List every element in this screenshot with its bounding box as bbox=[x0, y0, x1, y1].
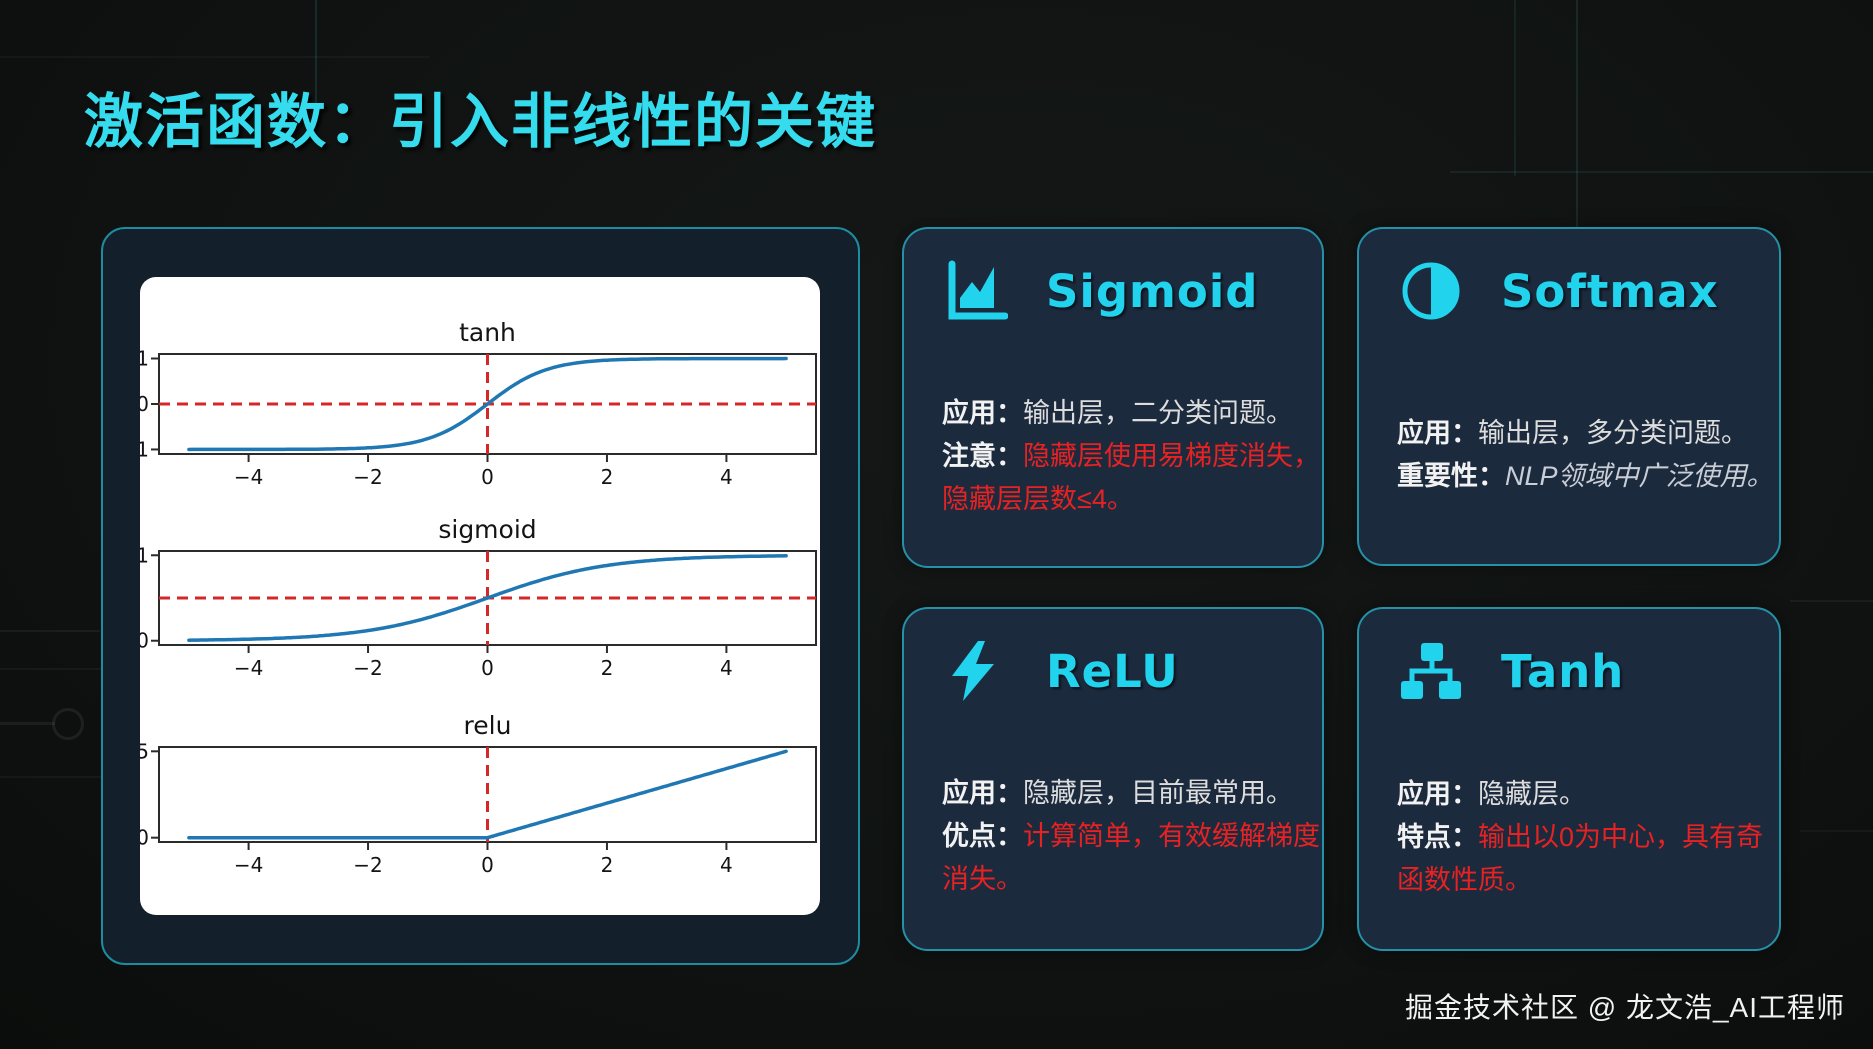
svg-text:−2: −2 bbox=[353, 853, 382, 877]
svg-text:2: 2 bbox=[601, 853, 614, 877]
svg-text:relu: relu bbox=[464, 711, 512, 740]
card-tanh-body: 应用：隐藏层。特点：输出以0为中心，具有奇 函数性质。 bbox=[1397, 773, 1764, 902]
page-title: 激活函数：引入非线性的关键 bbox=[84, 89, 878, 155]
card-sigmoid-header: Sigmoid bbox=[944, 257, 1259, 325]
card-text-line: 注意：隐藏层使用易梯度消失， bbox=[942, 441, 1320, 471]
card-text-line: 应用：隐藏层，目前最常用。 bbox=[942, 778, 1293, 808]
card-text-line: 重要性：NLP领域中广泛使用。 bbox=[1397, 461, 1774, 491]
svg-text:4: 4 bbox=[720, 656, 733, 680]
card-text-line: 应用：隐藏层。 bbox=[1397, 779, 1586, 809]
card-title: Softmax bbox=[1501, 264, 1719, 318]
card-relu-body: 应用：隐藏层，目前最常用。 优点：计算简单，有效缓解梯度 消失。 bbox=[942, 772, 1320, 901]
chart-area-icon bbox=[944, 259, 1008, 323]
svg-text:−2: −2 bbox=[353, 656, 382, 680]
card-text-line: 函数性质。 bbox=[1397, 865, 1532, 895]
svg-text:1: 1 bbox=[140, 543, 149, 567]
card-text-line: 特点：输出以0为中心，具有奇 bbox=[1397, 822, 1764, 852]
svg-text:−4: −4 bbox=[234, 656, 263, 680]
matplotlib-figure: tanh −1 0 1 −4 −2 0 2 4 sigmoid 0 1 −4 −2 0 2 4 relu 0 5 −4 −… bbox=[140, 277, 820, 915]
card-tanh: Tanh 应用：隐藏层。特点：输出以0为中心，具有奇 函数性质。 bbox=[1357, 607, 1781, 951]
background-circuit-node bbox=[52, 708, 84, 740]
background-circuit-trace bbox=[0, 630, 100, 632]
card-text-line: 隐藏层层数≤4。 bbox=[942, 484, 1134, 514]
svg-text:sigmoid: sigmoid bbox=[438, 515, 536, 544]
background-circuit-trace bbox=[0, 668, 105, 670]
card-softmax-header: Softmax bbox=[1399, 257, 1719, 325]
svg-text:0: 0 bbox=[140, 629, 149, 653]
card-softmax-body: 应用：输出层，多分类问题。 重要性：NLP领域中广泛使用。 bbox=[1397, 412, 1774, 498]
svg-text:−4: −4 bbox=[234, 853, 263, 877]
svg-text:4: 4 bbox=[720, 465, 733, 489]
card-sigmoid: Sigmoid 应用：输出层，二分类问题。 注意：隐藏层使用易梯度消失， 隐藏层层数… bbox=[902, 227, 1324, 568]
svg-text:1: 1 bbox=[140, 347, 149, 371]
activation-plots-panel: tanh −1 0 1 −4 −2 0 2 4 sigmoid 0 1 −4 −2 0 2 4 relu 0 5 −4 −… bbox=[101, 227, 860, 965]
card-relu-header: ReLU bbox=[944, 637, 1179, 705]
svg-text:0: 0 bbox=[481, 853, 494, 877]
svg-text:−2: −2 bbox=[353, 465, 382, 489]
card-text-line: 优点：计算简单，有效缓解梯度 bbox=[942, 821, 1320, 851]
sitemap-icon bbox=[1399, 639, 1463, 703]
background-circuit-trace bbox=[0, 776, 108, 778]
card-title: Sigmoid bbox=[1046, 264, 1259, 318]
background-grid-line bbox=[1514, 0, 1516, 176]
card-relu: ReLU 应用：隐藏层，目前最常用。 优点：计算简单，有效缓解梯度 消失。 bbox=[902, 607, 1324, 951]
svg-text:tanh: tanh bbox=[459, 318, 516, 347]
card-text-line: 应用：输出层，多分类问题。 bbox=[1397, 418, 1748, 448]
background-circuit-trace bbox=[1790, 600, 1873, 602]
background-grid-line bbox=[0, 56, 430, 58]
svg-text:0: 0 bbox=[481, 465, 494, 489]
card-text-line: 应用：输出层，二分类问题。 bbox=[942, 398, 1293, 428]
svg-text:5: 5 bbox=[140, 739, 149, 763]
background-grid-line bbox=[1450, 171, 1873, 173]
svg-text:0: 0 bbox=[140, 826, 149, 850]
card-title: ReLU bbox=[1046, 644, 1179, 698]
svg-text:−1: −1 bbox=[140, 437, 149, 461]
footer-credit: 掘金技术社区 @ 龙文浩_AI工程师 bbox=[1404, 992, 1845, 1023]
svg-text:0: 0 bbox=[140, 392, 149, 416]
lightning-bolt-icon bbox=[944, 639, 1008, 703]
card-tanh-header: Tanh bbox=[1399, 637, 1624, 705]
background-circuit-trace bbox=[1800, 830, 1873, 832]
activation-function-plots: tanh −1 0 1 −4 −2 0 2 4 sigmoid 0 1 −4 −2 0 2 4 relu 0 5 −4 −… bbox=[140, 318, 817, 877]
card-softmax: Softmax 应用：输出层，多分类问题。 重要性：NLP领域中广泛使用。 bbox=[1357, 227, 1781, 566]
svg-text:−4: −4 bbox=[234, 465, 263, 489]
svg-text:2: 2 bbox=[601, 465, 614, 489]
half-circle-contrast-icon bbox=[1399, 259, 1463, 323]
card-text-line: 消失。 bbox=[942, 864, 1023, 894]
card-sigmoid-body: 应用：输出层，二分类问题。 注意：隐藏层使用易梯度消失， 隐藏层层数≤4。 bbox=[942, 392, 1320, 521]
svg-text:4: 4 bbox=[720, 853, 733, 877]
background-circuit-trace bbox=[0, 722, 55, 725]
card-title: Tanh bbox=[1501, 644, 1625, 698]
svg-text:2: 2 bbox=[601, 656, 614, 680]
svg-text:0: 0 bbox=[481, 656, 494, 680]
